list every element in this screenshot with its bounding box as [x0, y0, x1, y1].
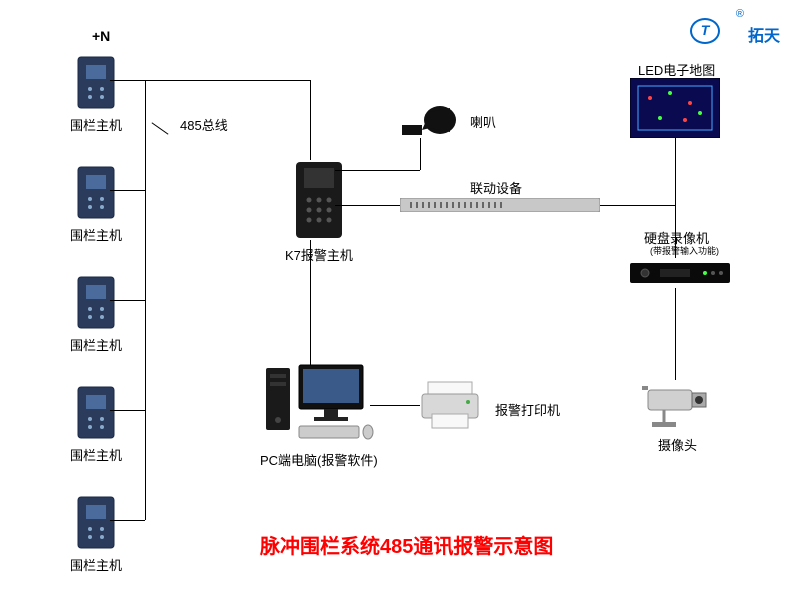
fence-host-2: 围栏主机 [70, 165, 122, 244]
fence-host-3-label: 围栏主机 [70, 335, 122, 354]
led-map-label: LED电子地图 [638, 60, 715, 79]
fence-host-1: 围栏主机 [70, 55, 122, 134]
fence-host-1-label: 围栏主机 [70, 115, 122, 134]
fence-host-5-label: 围栏主机 [70, 555, 122, 574]
speaker-node [400, 100, 460, 145]
k7-label: K7报警主机 [285, 245, 353, 264]
fence-host-4: 围栏主机 [70, 385, 122, 464]
pc-node: PC端电脑(报警软件) [260, 360, 378, 469]
linkage-device [400, 198, 600, 217]
plus-n-label: +N [92, 28, 110, 44]
edge-k7-pc [310, 240, 311, 365]
edge-bus-k7-h [145, 80, 310, 81]
edge-f2 [110, 190, 145, 191]
edge-k7-speaker-v [420, 138, 421, 170]
edge-vbus [145, 80, 146, 520]
edge-f3 [110, 300, 145, 301]
edge-k7-linkage [335, 205, 400, 206]
printer-node [420, 380, 480, 435]
edge-f4 [110, 410, 145, 411]
printer-label: 报警打印机 [495, 400, 560, 419]
pc-label: PC端电脑(报警软件) [260, 450, 378, 469]
dvr-sublabel: (带报警输入功能) [650, 244, 719, 257]
linkage-label: 联动设备 [470, 178, 522, 197]
brand-mark: ® [736, 8, 744, 20]
camera-node: 摄像头 [640, 380, 715, 454]
edge-pc-printer [370, 405, 420, 406]
k7-alarm-host: K7报警主机 [285, 160, 353, 264]
fence-host-4-label: 围栏主机 [70, 445, 122, 464]
diagram-title: 脉冲围栏系统485通讯报警示意图 [260, 530, 553, 559]
edge-485-tick [152, 122, 169, 134]
edge-linkage-right [600, 205, 675, 206]
edge-f1 [110, 80, 145, 81]
dvr-device [630, 258, 730, 293]
edge-dvr-camera [675, 288, 676, 380]
fence-host-3: 围栏主机 [70, 275, 122, 354]
bus-485-label: 485总线 [180, 115, 228, 135]
brand-logo-icon: T [690, 18, 720, 44]
brand-text: 拓天 [748, 22, 780, 46]
edge-f5 [110, 520, 145, 521]
fence-host-5: 围栏主机 [70, 495, 122, 574]
edge-right-vert [675, 138, 676, 258]
fence-host-2-label: 围栏主机 [70, 225, 122, 244]
led-map [630, 78, 720, 143]
edge-k7-speaker-h [335, 170, 420, 171]
edge-bus-k7-v [310, 80, 311, 160]
camera-label: 摄像头 [640, 435, 715, 454]
speaker-label: 喇叭 [470, 112, 496, 131]
